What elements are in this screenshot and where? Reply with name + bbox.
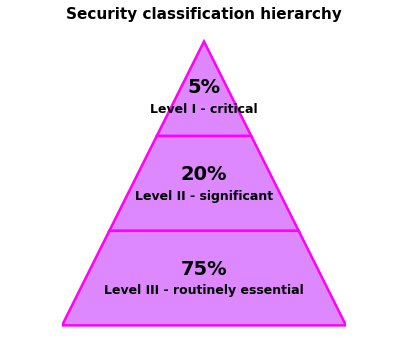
Text: 5%: 5% bbox=[187, 78, 221, 97]
Text: 75%: 75% bbox=[181, 260, 227, 279]
Polygon shape bbox=[62, 231, 346, 325]
Polygon shape bbox=[157, 42, 251, 136]
Text: Level III - routinely essential: Level III - routinely essential bbox=[104, 284, 304, 297]
Text: Level II - significant: Level II - significant bbox=[135, 190, 273, 203]
Polygon shape bbox=[109, 136, 299, 231]
Text: 20%: 20% bbox=[181, 165, 227, 185]
Title: Security classification hierarchy: Security classification hierarchy bbox=[66, 7, 342, 22]
Text: Level I - critical: Level I - critical bbox=[150, 102, 258, 116]
